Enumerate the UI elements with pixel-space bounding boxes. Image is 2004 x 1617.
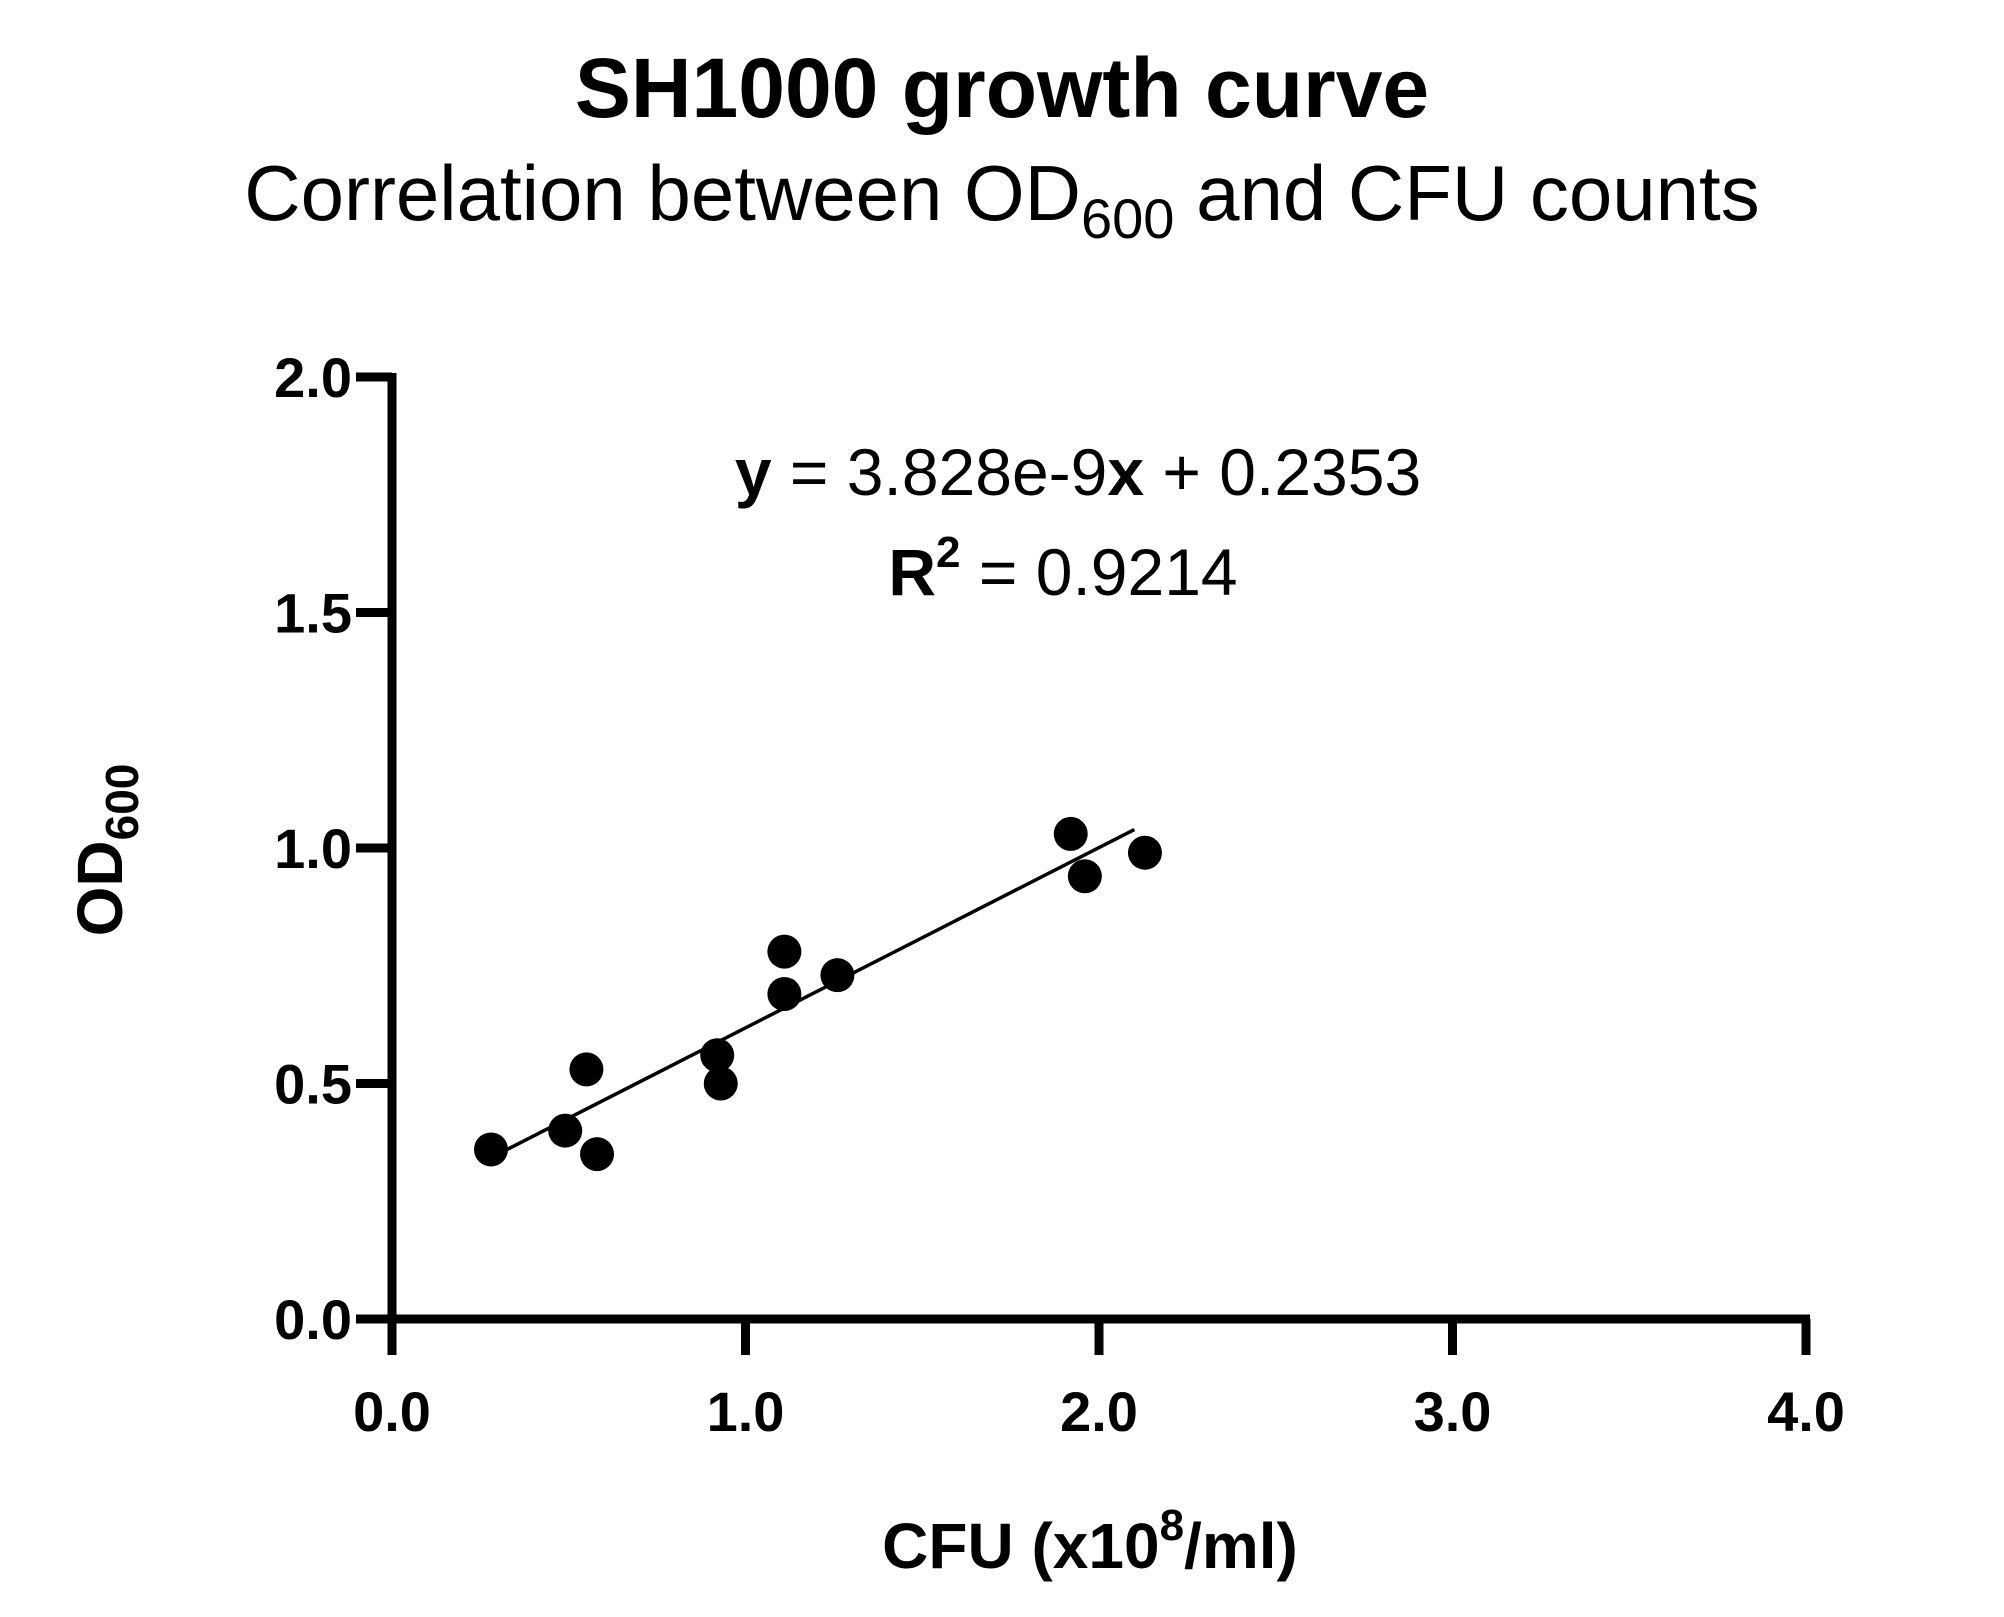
- data-point: [1127, 835, 1162, 870]
- r-squared-value: = 0.9214: [961, 535, 1238, 609]
- r-squared-sup: 2: [936, 528, 960, 577]
- data-point: [767, 934, 802, 969]
- equation: y = 3.828e-9x + 0.2353: [735, 435, 1421, 509]
- y-axis-title: OD600: [64, 764, 148, 937]
- data-point: [767, 977, 802, 1012]
- y-tick-label: 1.5: [274, 582, 352, 645]
- y-tick-label: 0.0: [274, 1288, 352, 1351]
- data-point: [580, 1137, 615, 1172]
- equation-x: x: [1107, 435, 1144, 509]
- data-point: [569, 1052, 604, 1087]
- equation-slope: = 3.828e-9: [772, 435, 1108, 509]
- x-axis-title-suffix: /ml): [1184, 1510, 1298, 1582]
- y-ticks: 0.0 0.5 1.0 1.5 2.0: [274, 346, 392, 1351]
- data-point: [473, 1132, 508, 1167]
- y-axis-title-sub: 600: [96, 764, 148, 841]
- equation-y: y: [735, 435, 772, 509]
- equation-intercept: + 0.2353: [1144, 435, 1421, 509]
- data-point: [1053, 816, 1088, 851]
- r-squared: R2 = 0.9214: [888, 528, 1237, 609]
- y-tick-label: 1.0: [274, 817, 352, 880]
- data-point: [703, 1066, 738, 1101]
- x-tick-label: 2.0: [1060, 1380, 1138, 1443]
- x-tick-label: 4.0: [1767, 1380, 1845, 1443]
- data-points: [473, 816, 1162, 1172]
- chart-subtitle: Correlation between OD600 and CFU counts: [0, 148, 2004, 251]
- y-axis-title-prefix: OD: [64, 840, 136, 936]
- y-tick-label: 0.5: [274, 1053, 352, 1116]
- x-axis-title-sup: 8: [1160, 1501, 1184, 1550]
- x-tick-label: 0.0: [353, 1380, 431, 1443]
- data-point: [700, 1038, 735, 1073]
- subtitle-subscript: 600: [1081, 187, 1175, 250]
- subtitle-suffix: and CFU counts: [1174, 149, 1760, 237]
- data-point: [820, 958, 855, 993]
- fit-line: [490, 827, 1136, 1160]
- subtitle-prefix: Correlation between OD: [244, 149, 1082, 237]
- x-axis-title-prefix: CFU (x10: [882, 1510, 1159, 1582]
- x-tick-label: 3.0: [1414, 1380, 1492, 1443]
- x-ticks: 0.0 1.0 2.0 3.0 4.0: [353, 1319, 1845, 1443]
- y-tick-label: 2.0: [274, 346, 352, 409]
- r-squared-label: R: [888, 535, 936, 609]
- x-tick-label: 1.0: [707, 1380, 785, 1443]
- chart-title: SH1000 growth curve: [574, 41, 1430, 135]
- data-point: [1067, 859, 1102, 894]
- data-point: [548, 1113, 583, 1148]
- x-axis-title: CFU (x108/ml): [882, 1501, 1298, 1582]
